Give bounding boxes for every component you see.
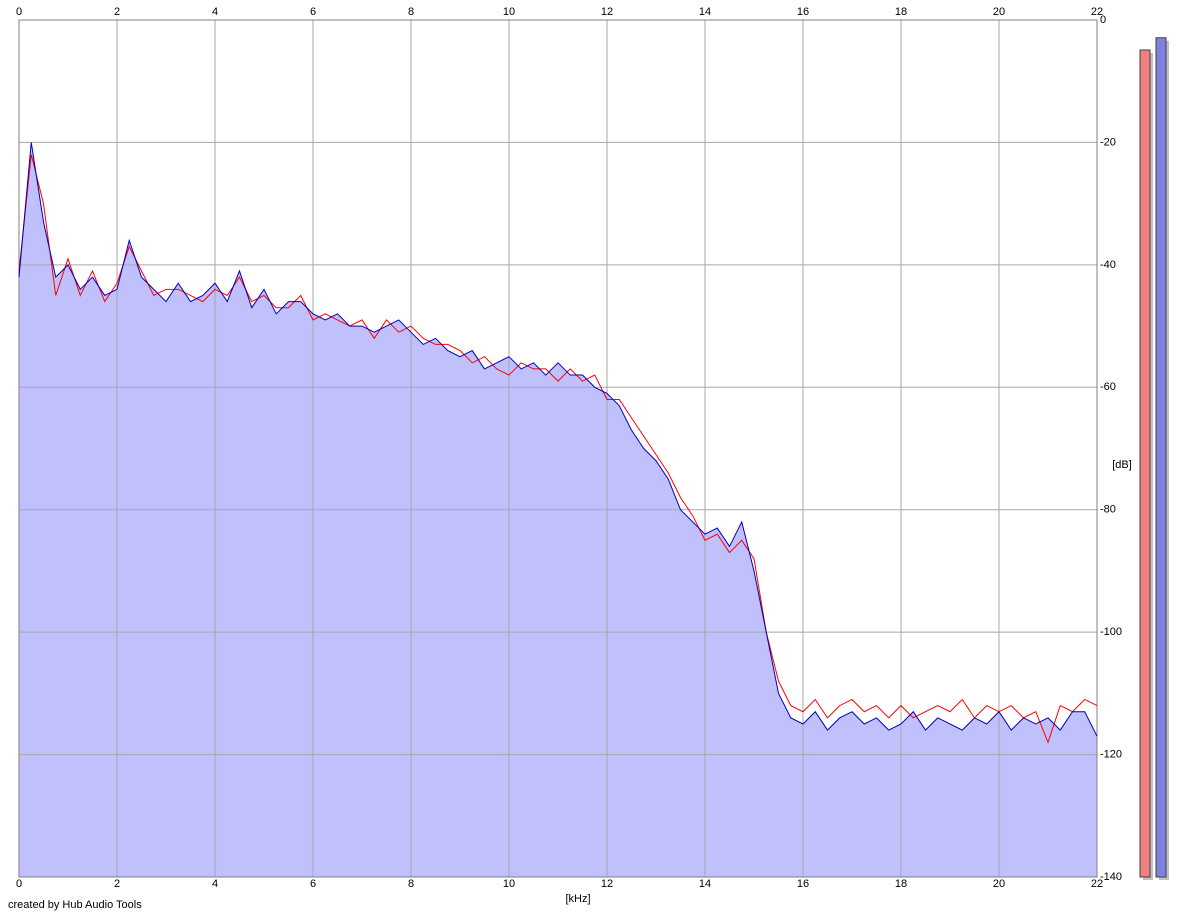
x-axis-label: [kHz] — [565, 893, 590, 905]
x-tick-label: 16 — [797, 6, 809, 18]
x-tick-label: 8 — [408, 6, 414, 18]
x-tick-label: 2 — [114, 878, 120, 890]
x-tick-label: 0 — [16, 6, 22, 18]
x-tick-label: 6 — [310, 878, 316, 890]
x-tick-label: 10 — [503, 878, 515, 890]
x-tick-label: 12 — [601, 6, 613, 18]
y-axis-label: [dB] — [1112, 459, 1132, 471]
x-tick-label: 22 — [1091, 6, 1103, 18]
series-line — [18, 142, 1098, 737]
x-tick-label: 14 — [699, 6, 711, 18]
x-tick-label: 22 — [1091, 878, 1103, 890]
x-tick-label: 8 — [408, 878, 414, 890]
y-tick-label: -20 — [1100, 136, 1116, 148]
series-line — [18, 154, 1098, 744]
x-tick-label: 18 — [895, 6, 907, 18]
x-tick-label: 2 — [114, 6, 120, 18]
y-tick-label: -120 — [1100, 748, 1122, 760]
x-tick-label: 18 — [895, 878, 907, 890]
credit: created by Hub Audio Tools — [8, 899, 142, 911]
plot-frame — [18, 19, 1098, 878]
x-tick-label: 14 — [699, 878, 711, 890]
x-tick-label: 6 — [310, 6, 316, 18]
y-tick-label: -80 — [1100, 504, 1116, 516]
y-tick-label: 0 — [1100, 14, 1106, 26]
x-tick-label: 10 — [503, 6, 515, 18]
y-tick-label: -60 — [1100, 381, 1116, 393]
x-tick-label: 0 — [16, 878, 22, 890]
x-tick-label: 4 — [212, 6, 218, 18]
x-tick-label: 16 — [797, 878, 809, 890]
x-tick-label: 20 — [993, 878, 1005, 890]
y-tick-label: -140 — [1100, 871, 1122, 883]
y-tick-label: -100 — [1100, 626, 1122, 638]
x-tick-label: 4 — [212, 878, 218, 890]
level-meter — [1155, 37, 1167, 878]
x-tick-label: 20 — [993, 6, 1005, 18]
y-tick-label: -40 — [1100, 259, 1116, 271]
level-meter — [1139, 49, 1151, 878]
x-tick-label: 12 — [601, 878, 613, 890]
